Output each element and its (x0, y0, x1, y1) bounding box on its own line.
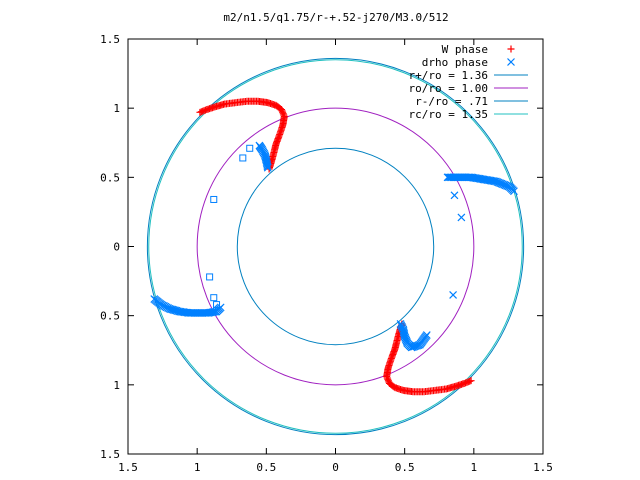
radius-circle-2 (236, 147, 435, 346)
data-point (457, 213, 466, 222)
chart-title: m2/n1.5/q1.75/r-+.52-j270/M3.0/512 (223, 11, 448, 24)
radius-circle-0 (146, 57, 525, 436)
y-tick-label: 0.5 (100, 171, 120, 184)
y-tick-label: 1 (113, 102, 120, 115)
legend-marker-sample (507, 45, 515, 53)
legend-marker-sample (507, 58, 515, 66)
y-tick-label: 0 (113, 241, 120, 254)
data-point (263, 160, 272, 169)
x-tick-label: 0.5 (256, 461, 276, 474)
legend-label: r+/ro = 1.36 (409, 69, 488, 82)
legend-label: rc/ro = 1.35 (409, 108, 488, 121)
data-point (210, 294, 218, 302)
circles-layer (146, 57, 525, 436)
x-tick-label: 1 (194, 461, 201, 474)
data-point (263, 163, 272, 172)
radius-circle-3 (148, 59, 523, 434)
data-point (450, 191, 459, 200)
y-tick-label: 1 (113, 379, 120, 392)
data-point (211, 307, 220, 316)
legend-label: ro/ro = 1.00 (409, 82, 488, 95)
data-point (422, 331, 431, 339)
data-point (449, 290, 458, 299)
x-tick-label: 1 (471, 461, 478, 474)
legend-label: W phase (442, 43, 488, 56)
y-tick-label: 0.5 (100, 310, 120, 323)
y-tick-label: 1.5 (100, 448, 120, 461)
data-point (216, 303, 225, 312)
data-point (206, 273, 214, 281)
series-1 (150, 141, 518, 352)
data-point (410, 342, 419, 351)
legend-label: drho phase (422, 56, 488, 69)
series-0 (196, 97, 475, 396)
x-tick-label: 1.5 (118, 461, 138, 474)
data-point (510, 187, 518, 196)
radius-circle-1 (196, 107, 475, 386)
data-point (246, 144, 254, 152)
data-point (400, 331, 409, 339)
y-tick-label: 1.5 (100, 33, 120, 46)
x-tick-label: 1.5 (533, 461, 553, 474)
data-point (407, 343, 416, 352)
legend-label: r-/ro = .71 (415, 95, 488, 108)
data-point (239, 154, 247, 162)
data-point (213, 301, 221, 309)
points-layer (150, 97, 518, 396)
x-tick-label: 0.5 (395, 461, 415, 474)
series-2 (206, 144, 254, 309)
data-point (411, 342, 420, 351)
data-point (263, 162, 272, 171)
data-point (409, 343, 417, 351)
data-point (210, 195, 218, 203)
ticks-layer: 1.5 1 0.5 0 0.5 1 1.51.510.500.511.5 (100, 33, 553, 474)
x-tick-label: 0 (332, 461, 339, 474)
